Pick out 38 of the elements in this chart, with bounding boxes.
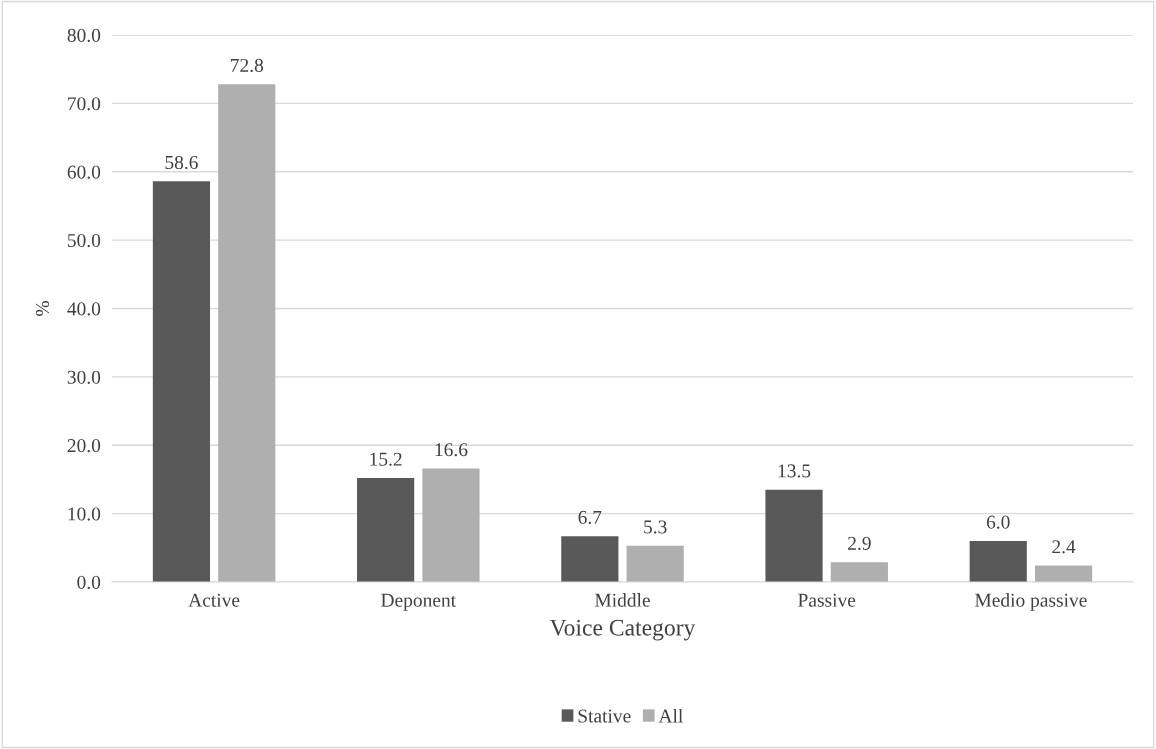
data-label: 15.2 xyxy=(370,452,402,466)
bar xyxy=(1034,565,1093,582)
bar xyxy=(765,489,823,582)
bar xyxy=(830,562,888,582)
data-label: 2.9 xyxy=(848,536,871,550)
y-tick-label: 80.0 xyxy=(67,28,101,43)
bar xyxy=(626,545,684,582)
y-tick-label: 70.0 xyxy=(68,97,101,111)
data-label: 58.6 xyxy=(165,155,198,170)
x-tick-label: Medio passive xyxy=(975,593,1087,611)
bar xyxy=(422,468,480,582)
bar xyxy=(218,84,276,582)
bar xyxy=(357,478,415,582)
data-label: 5.3 xyxy=(644,520,667,534)
bar xyxy=(561,536,619,582)
y-tick-label: 50.0 xyxy=(67,233,101,248)
x-tick-label: Passive xyxy=(798,593,856,607)
x-tick-label: Deponent xyxy=(381,593,456,611)
data-label: 13.5 xyxy=(778,464,811,478)
bar xyxy=(969,540,1027,582)
y-tick-label: 10.0 xyxy=(68,507,101,521)
bar xyxy=(152,181,211,582)
legend-label: Stative xyxy=(578,709,631,723)
y-tick-label: 60.0 xyxy=(67,165,101,179)
legend-label: All xyxy=(658,708,683,723)
data-label: 6.0 xyxy=(986,515,1010,529)
y-tick-label: 0.0 xyxy=(77,575,101,590)
x-tick-label: Middle xyxy=(594,593,650,607)
y-tick-label: 30.0 xyxy=(67,370,101,384)
x-axis-title: Voice Category xyxy=(549,619,696,641)
y-tick-label: 20.0 xyxy=(67,439,101,453)
y-tick-label: 40.0 xyxy=(67,302,101,316)
data-label: 6.7 xyxy=(578,510,602,524)
data-label: 16.6 xyxy=(435,443,468,457)
data-label: 2.4 xyxy=(1052,540,1076,554)
y-axis-title: % xyxy=(35,301,50,316)
data-label: 72.8 xyxy=(231,58,264,73)
x-tick-label: Active xyxy=(188,593,240,607)
